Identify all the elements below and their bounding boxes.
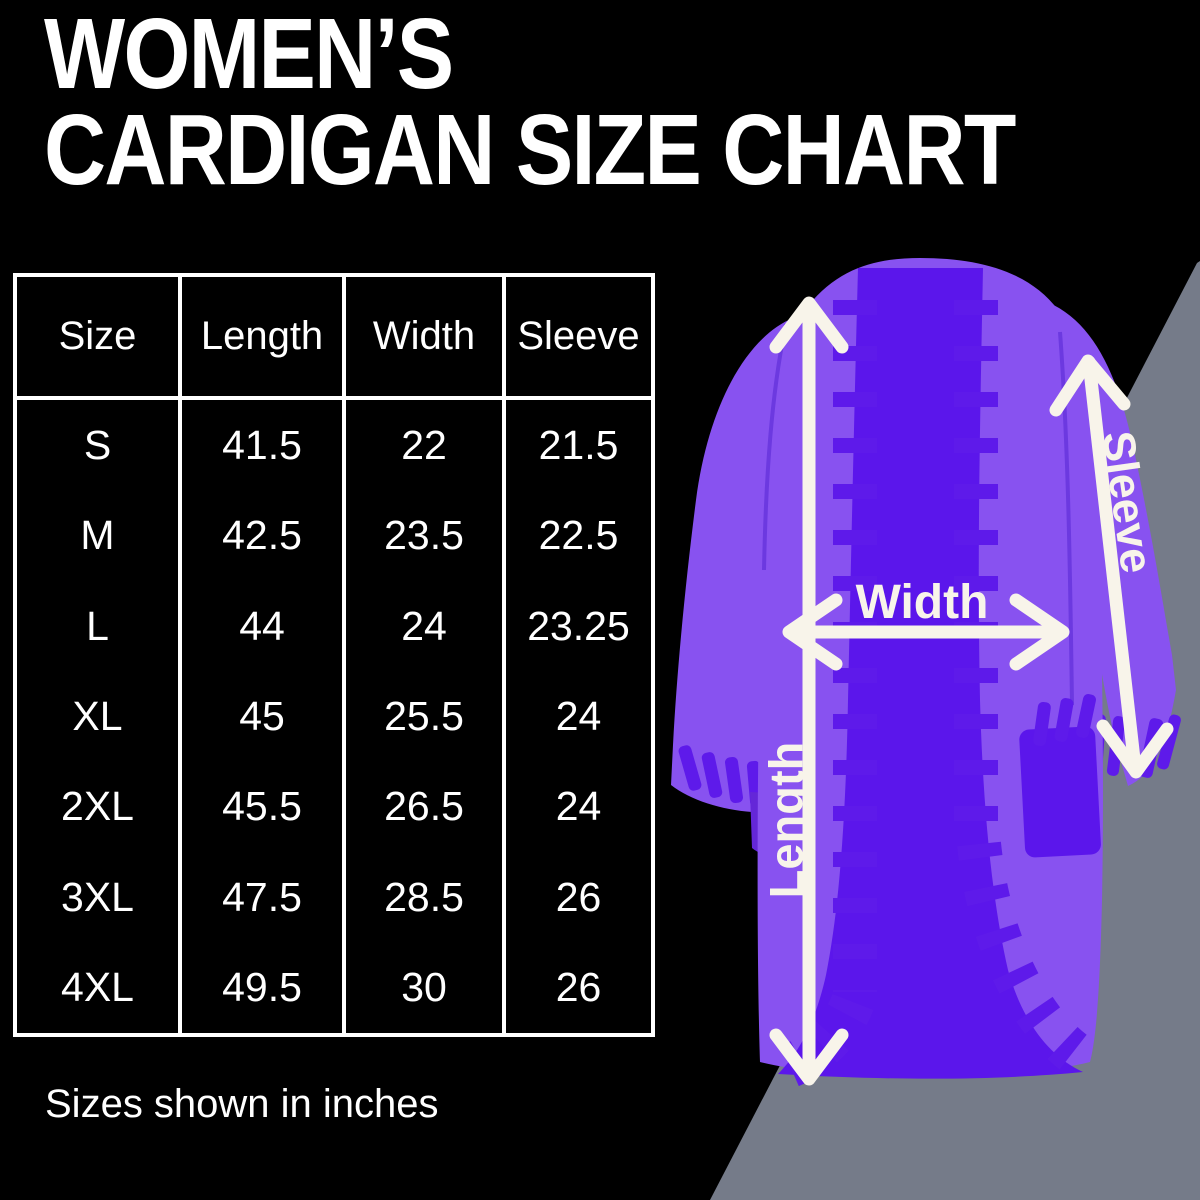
page-title-line1: WOMEN’S	[44, 0, 454, 110]
width-arrow	[782, 593, 1070, 671]
column-header: Size	[17, 277, 178, 400]
measurement-cell: 22.5	[502, 490, 651, 581]
measurement-cell: 45	[178, 671, 342, 762]
measurement-cell: 23.5	[342, 490, 502, 581]
pocket	[1019, 726, 1101, 858]
measurement-cell: 26.5	[342, 761, 502, 853]
sleeve-arrow	[1049, 354, 1174, 779]
size-cell: XL	[72, 692, 123, 739]
measurement-cell: 45.5	[178, 761, 342, 853]
measurement-cell: 41.5	[178, 400, 342, 491]
units-footnote: Sizes shown in inches	[45, 1082, 439, 1126]
width-dimension-label: Width	[856, 576, 989, 629]
measurement-cell: 23.25	[502, 580, 651, 672]
column-header: Length	[178, 277, 342, 400]
measurement-cell: 21.5	[502, 400, 651, 491]
column-header: Sleeve	[502, 277, 651, 400]
measurement-cell: 24	[342, 580, 502, 672]
measurement-cell: 30	[342, 942, 502, 1033]
measurement-cell: 22	[342, 400, 502, 491]
size-cell: 3XL	[61, 873, 134, 920]
size-cell: L	[86, 602, 109, 649]
size-cell: 2XL	[61, 783, 134, 830]
length-dimension-label: Length	[759, 742, 812, 899]
page-title-line2: CARDIGAN SIZE CHART	[44, 94, 1016, 206]
measurement-cell: 26	[502, 852, 651, 943]
length-arrow	[769, 296, 849, 1086]
measurement-cell: 42.5	[178, 490, 342, 581]
measurement-cell: 47.5	[178, 852, 342, 943]
size-cell: 4XL	[61, 964, 134, 1011]
measurement-cell: 24	[502, 671, 651, 762]
measurement-cell: 49.5	[178, 942, 342, 1033]
size-table: Size Length Width Sleeve S 41.5 22 21.5 M 42.5 23.…	[13, 273, 655, 1037]
measurement-cell: 25.5	[342, 671, 502, 762]
measurement-cell: 24	[502, 761, 651, 853]
size-cell: S	[83, 421, 112, 468]
measurement-cell: 26	[502, 942, 651, 1033]
page-title: WOMEN’S CARDIGAN SIZE CHART	[44, 0, 1016, 206]
measurement-cell: 44	[178, 580, 342, 672]
measurement-cell: 28.5	[342, 852, 502, 943]
column-header: Width	[342, 277, 502, 400]
size-cell: M	[80, 512, 115, 559]
